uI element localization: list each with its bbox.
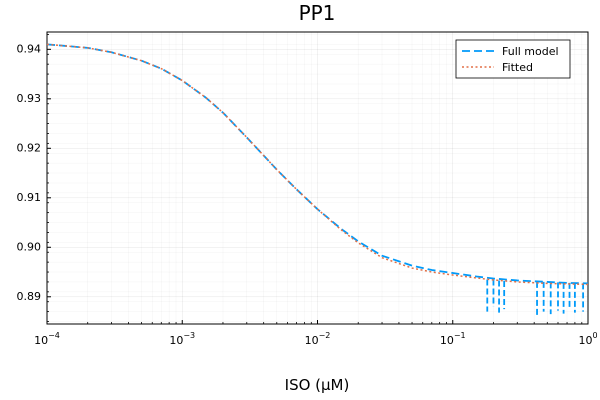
- y-axis-ticks: 0.89 0.90 0.91 0.92 0.93 0.94: [17, 34, 51, 322]
- y-tick-label: 0.93: [17, 92, 42, 105]
- legend: Full model Fitted: [455, 39, 571, 79]
- y-tick-label: 0.90: [17, 240, 42, 253]
- y-tick-label: 0.94: [17, 42, 42, 55]
- x-tick-label: 10−1: [440, 331, 466, 347]
- y-tick-label: 0.92: [17, 141, 42, 154]
- y-tick-label: 0.91: [17, 191, 42, 204]
- grid: [46, 32, 589, 324]
- x-tick-label: 10−3: [169, 331, 195, 347]
- legend-box: [455, 39, 571, 79]
- series: [46, 43, 589, 316]
- x-tick-label: 10−2: [305, 331, 331, 347]
- x-tick-label: 10−4: [34, 331, 60, 347]
- x-tick-label: 100: [578, 331, 597, 347]
- legend-label-fitted: Fitted: [502, 61, 533, 74]
- x-axis-label: ISO (μM): [285, 376, 350, 394]
- series-line-fitted: [46, 43, 589, 286]
- y-tick-label: 0.89: [17, 290, 42, 303]
- chart-title: PP1: [299, 1, 336, 25]
- legend-label-full-model: Full model: [502, 45, 559, 58]
- x-axis-ticks: 10−4 10−3 10−2 10−1 100: [34, 320, 598, 347]
